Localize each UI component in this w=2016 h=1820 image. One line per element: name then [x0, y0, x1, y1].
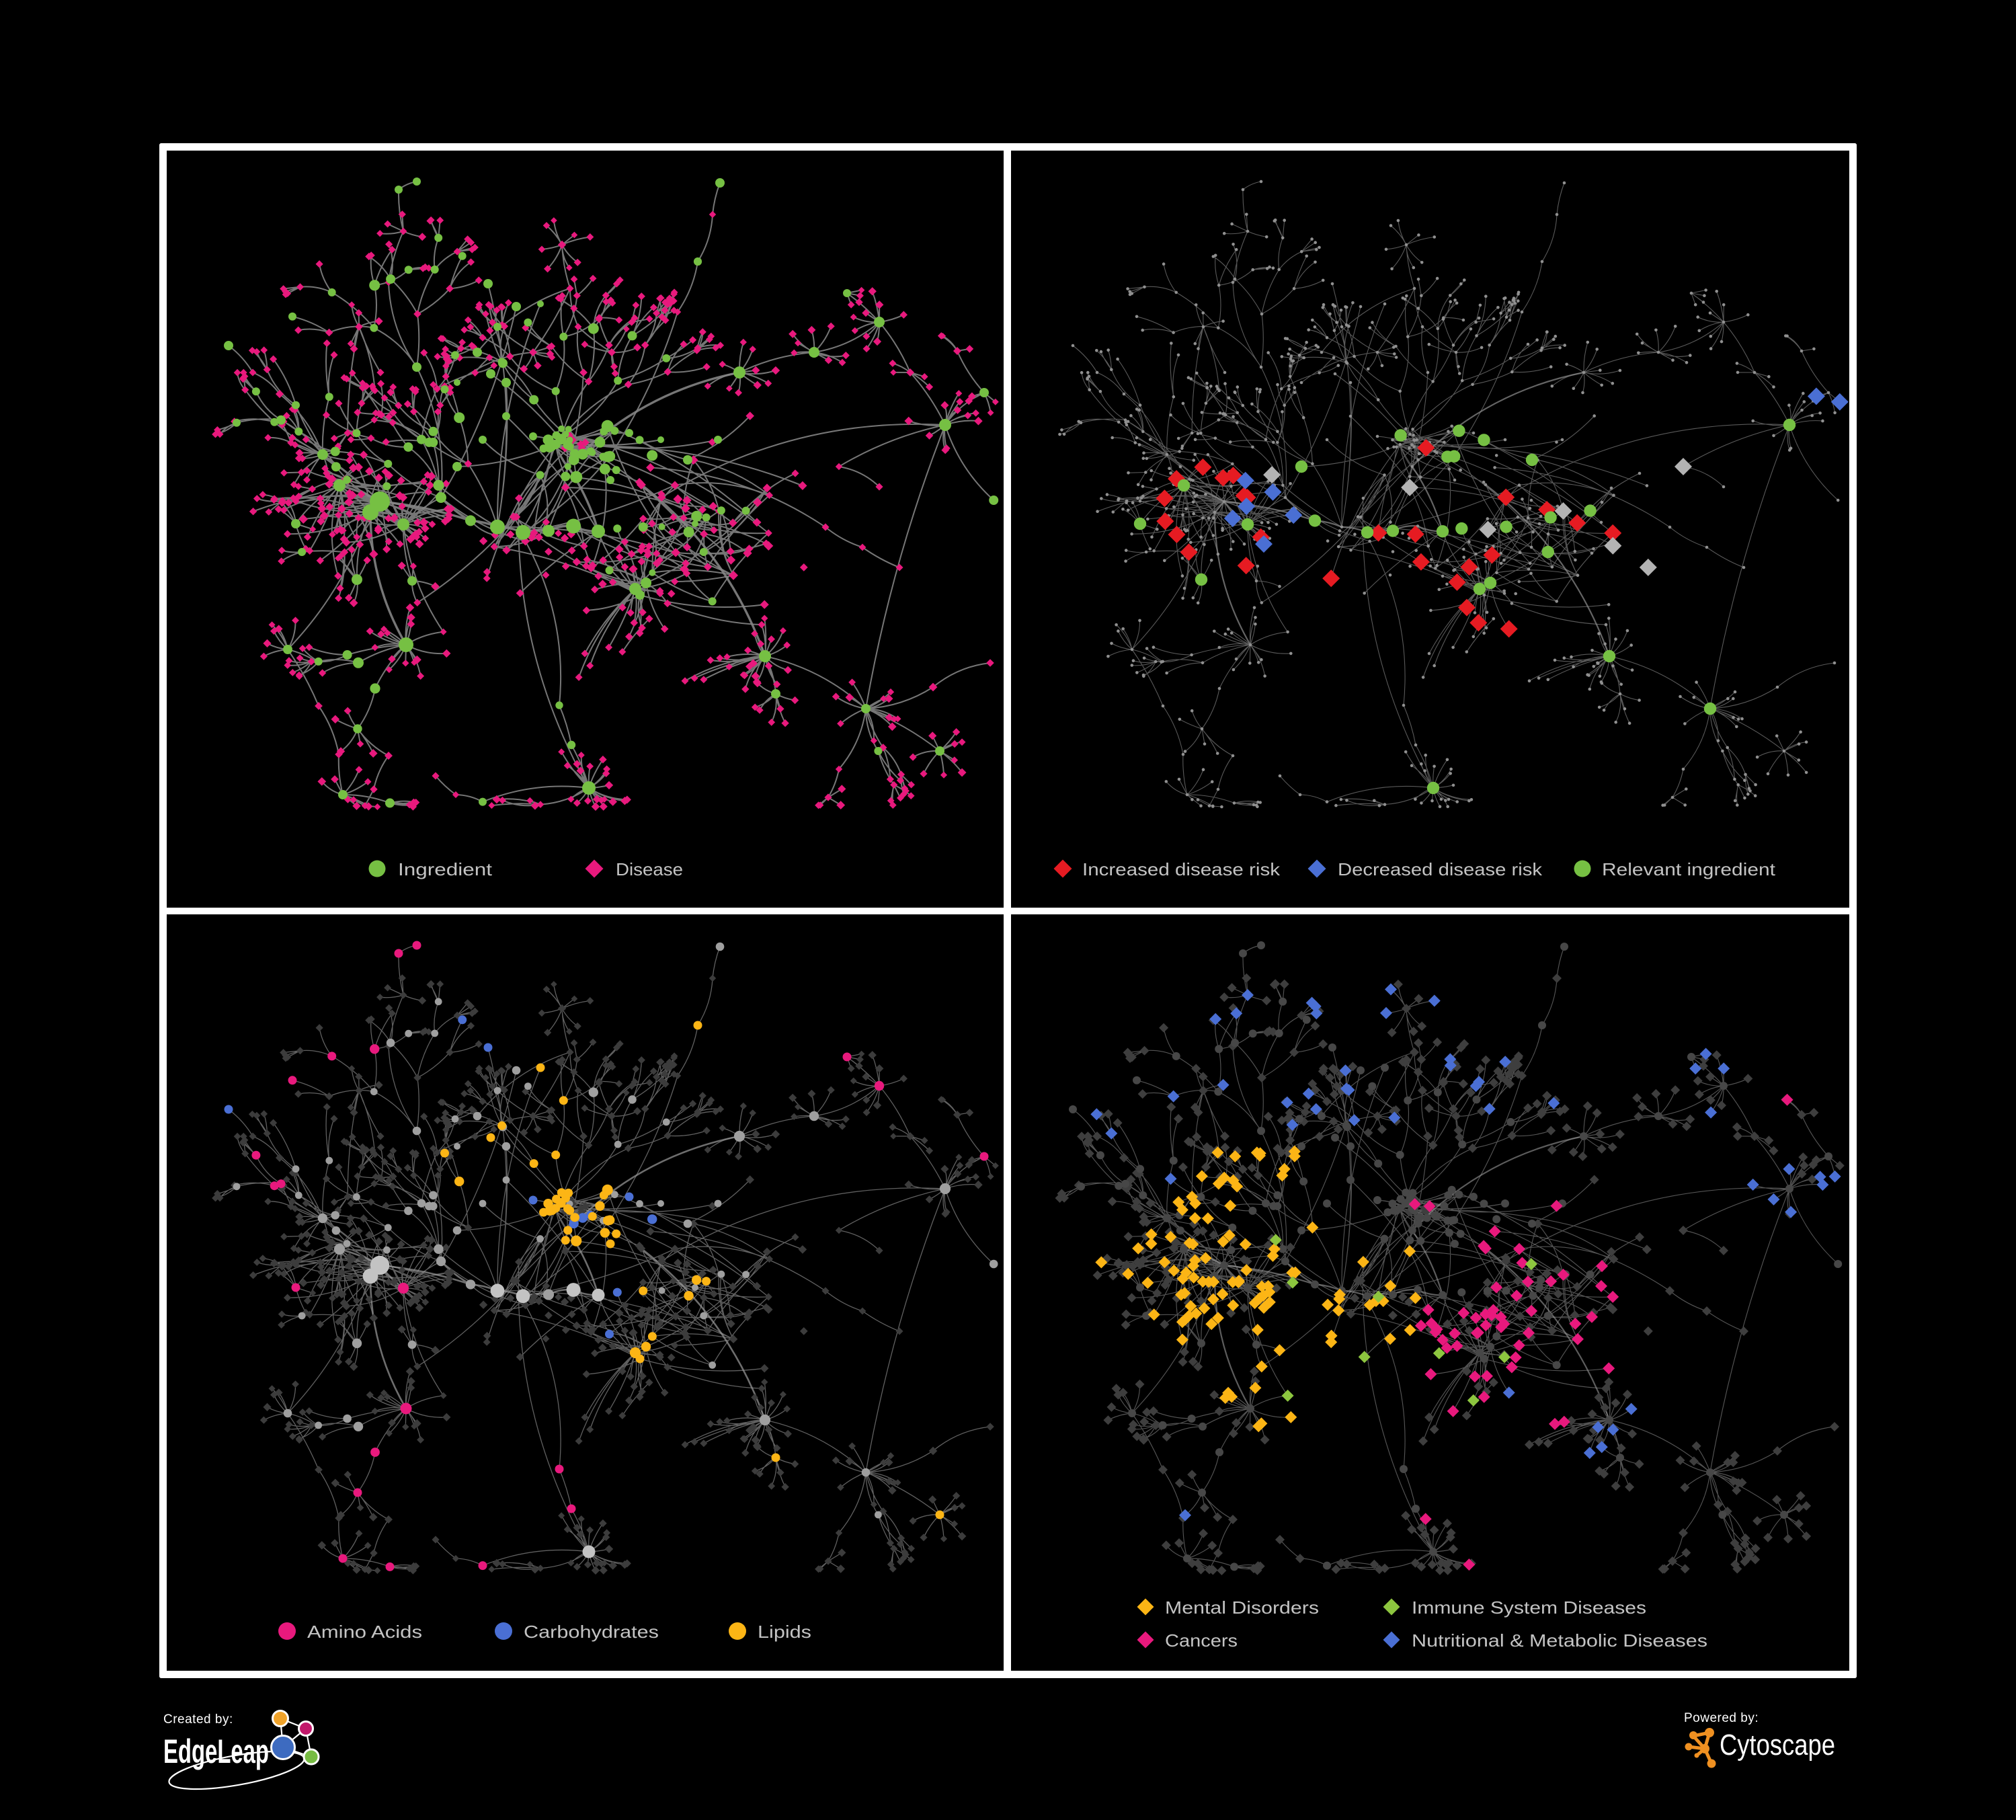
svg-text:Relevant ingredient: Relevant ingredient	[1602, 859, 1776, 879]
svg-text:Cytoscape: Cytoscape	[1720, 1729, 1835, 1762]
svg-text:Disease: Disease	[616, 859, 683, 879]
svg-text:EdgeLeap: EdgeLeap	[163, 1733, 269, 1770]
svg-text:Powered by:: Powered by:	[1684, 1711, 1759, 1725]
svg-text:Increased disease risk: Increased disease risk	[1082, 859, 1281, 879]
svg-text:Cancers: Cancers	[1165, 1630, 1238, 1651]
svg-text:Ingredient: Ingredient	[398, 859, 493, 879]
svg-text:Lipids: Lipids	[758, 1622, 811, 1642]
svg-text:Carbohydrates: Carbohydrates	[524, 1622, 659, 1642]
svg-text:Immune System Diseases: Immune System Diseases	[1412, 1597, 1646, 1618]
svg-text:Decreased disease risk: Decreased disease risk	[1338, 859, 1543, 879]
svg-text:Created by:: Created by:	[163, 1712, 233, 1727]
svg-text:Nutritional & Metabolic Diseas: Nutritional & Metabolic Diseases	[1412, 1630, 1707, 1651]
svg-text:Amino Acids: Amino Acids	[307, 1622, 422, 1642]
svg-text:Mental Disorders: Mental Disorders	[1165, 1597, 1319, 1618]
